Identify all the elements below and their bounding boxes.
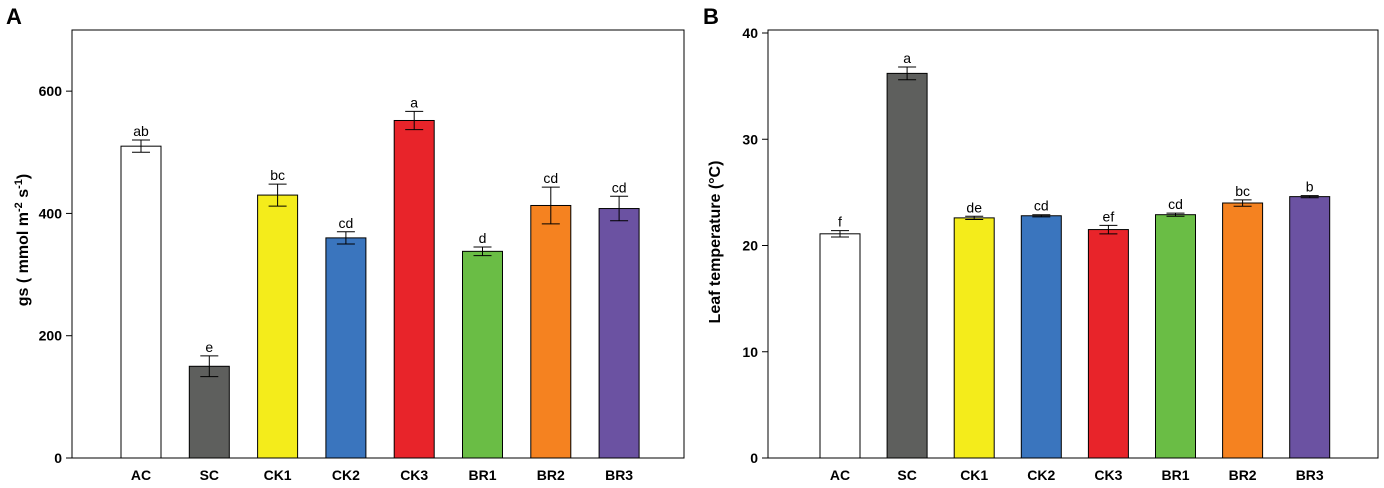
panel-b-x-tick-label-br3: BR3: [1296, 467, 1324, 483]
panel-a-x-tick-label-ck2: CK2: [332, 467, 360, 483]
panel-a-letter: A: [6, 4, 22, 29]
panel-b-bar-ac: [819, 233, 861, 459]
panel-b-bar-sc: [886, 72, 928, 459]
panel-a-sig-letter-ck1: bc: [270, 167, 285, 183]
panel-a-bar-ac: [120, 145, 162, 459]
panel-a-bar-br2: [530, 204, 572, 459]
panel-b-bar-br1: [1155, 214, 1196, 459]
panel-b-x-tick-label-ck2: CK2: [1027, 467, 1055, 483]
panel-a-chart: A gs ( mmol m-2 s-1) 0 200 400 600 ab AC e SC b…: [6, 4, 685, 483]
panel-a-sig-letter-ck2: cd: [339, 215, 354, 231]
panel-b-letter: B: [703, 4, 719, 29]
panel-a-bar-ck2: [325, 237, 367, 459]
panel-a-x-tick-label-br3: BR3: [605, 467, 633, 483]
panel-a-y-axis-title: gs ( mmol m-2 s-1): [13, 174, 32, 306]
panel-a-sig-letter-br3: cd: [612, 179, 627, 195]
panel-b-x-tick-label-ck1: CK1: [960, 467, 988, 483]
panel-b-y-tick-label: 40: [742, 25, 758, 41]
panel-a-sig-letter-sc: e: [205, 339, 213, 355]
panel-b-x-tick-label-sc: SC: [897, 467, 916, 483]
panel-b-sig-letter-ck3: ef: [1103, 208, 1115, 224]
panel-b-y-tick-label: 30: [742, 131, 758, 147]
panel-a-bar-br3: [598, 208, 640, 459]
panel-a-bar-ck1: [257, 194, 299, 459]
panel-b-bar-ck3: [1087, 229, 1129, 459]
panel-a-y-tick-label: 600: [39, 83, 63, 99]
panel-b-bar-br2: [1222, 202, 1264, 459]
panel-b-sig-letter-ck1: de: [966, 199, 982, 215]
panel-b-bar-ck2: [1020, 215, 1062, 459]
panel-a-sig-letter-br1: d: [479, 230, 487, 246]
panel-b-x-tick-label-ac: AC: [830, 467, 850, 483]
panel-a-plot-frame: [71, 29, 685, 459]
panel-b-x-tick-label-br2: BR2: [1229, 467, 1257, 483]
panel-a-sig-letter-br2: cd: [543, 170, 558, 186]
panel-a-x-tick-label-ck1: CK1: [264, 467, 292, 483]
panel-a-y-tick-label: 0: [54, 450, 62, 466]
panel-a-x-tick-label-ac: AC: [131, 467, 151, 483]
panel-b-sig-letter-sc: a: [903, 50, 911, 66]
panel-a-sig-letter-ck3: a: [410, 94, 418, 110]
panel-a-x-tick-label-br2: BR2: [537, 467, 565, 483]
panel-a-bar-br1: [462, 250, 503, 459]
panel-a-x-tick-label-sc: SC: [200, 467, 219, 483]
panel-a-x-tick-label-ck3: CK3: [400, 467, 428, 483]
panel-b-x-tick-label-ck3: CK3: [1094, 467, 1122, 483]
panel-b-y-tick-label: 0: [750, 450, 758, 466]
panel-b-sig-letter-br2: bc: [1235, 183, 1250, 199]
panel-b-plot-frame: [767, 29, 1379, 459]
panel-b-sig-letter-ck2: cd: [1034, 198, 1049, 214]
panel-a-sig-letter-ac: ab: [133, 123, 149, 139]
panel-b-y-axis-title: Leaf temperature (°C): [707, 161, 724, 324]
panel-a-bar-sc: [188, 365, 230, 459]
panel-a-y-tick-label: 400: [39, 205, 63, 221]
panel-b-y-tick-label: 10: [742, 344, 758, 360]
panel-b-bar-ck1: [953, 217, 995, 459]
panel-a-x-tick-label-br1: BR1: [468, 467, 496, 483]
panel-b-sig-letter-br3: b: [1306, 179, 1314, 195]
panel-b-chart: B Leaf temperature (°C) 0 10 20 30 40 f AC a SC…: [703, 4, 1379, 483]
panel-b-x-tick-label-br1: BR1: [1161, 467, 1189, 483]
panel-b-sig-letter-br1: cd: [1168, 196, 1183, 212]
panel-b-sig-letter-ac: f: [838, 214, 842, 230]
panel-a-y-tick-label: 200: [39, 328, 63, 344]
panel-b-y-tick-label: 20: [742, 238, 758, 254]
panel-a-bar-ck3: [393, 119, 435, 459]
panel-b-bar-br3: [1289, 196, 1331, 459]
